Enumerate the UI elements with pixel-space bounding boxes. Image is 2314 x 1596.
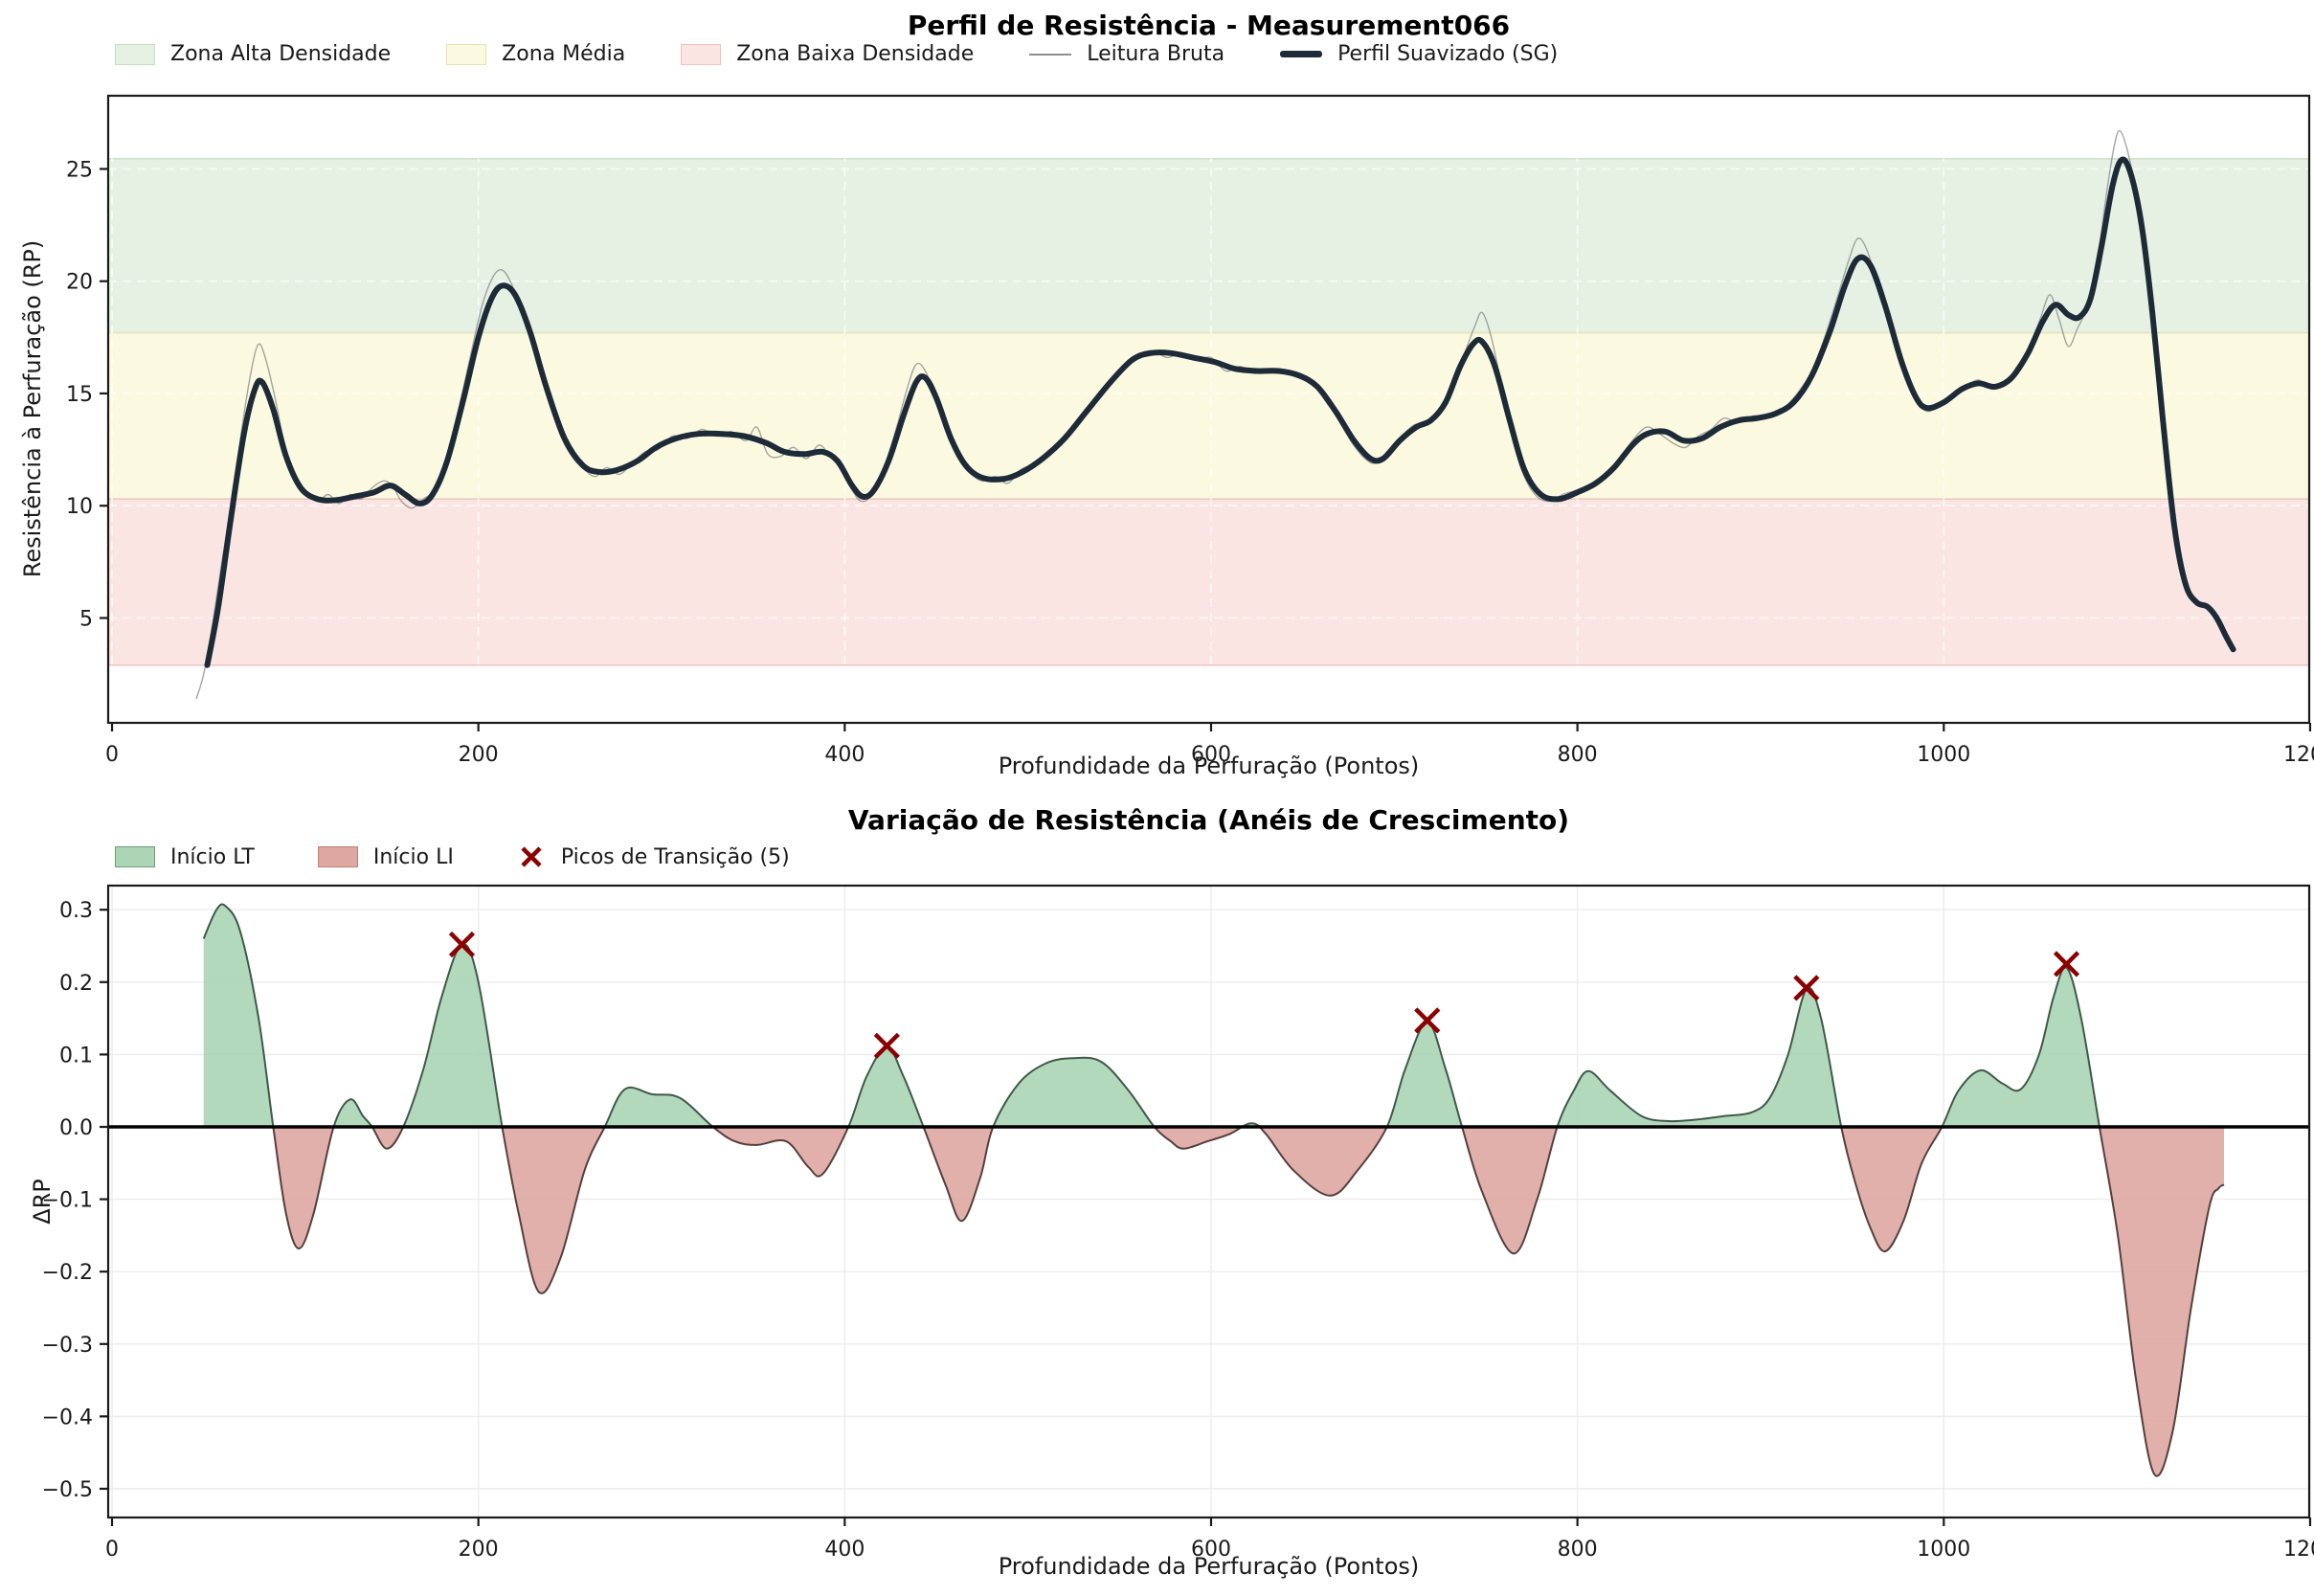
legend-item-inicio-lt: Início LT: [115, 845, 255, 869]
x-marker-icon: [517, 843, 546, 871]
svg-text:15: 15: [66, 383, 93, 407]
smoothed-series-line: [204, 156, 2236, 668]
legend-item-zona-baixa: Zona Baixa Densidade: [681, 42, 974, 66]
raw-line-swatch-icon: [1029, 53, 1072, 56]
zone-band-0: [108, 158, 2309, 333]
svg-text:25: 25: [66, 158, 93, 182]
legend-label: Leitura Bruta: [1087, 42, 1225, 66]
svg-text:0.2: 0.2: [59, 972, 93, 996]
svg-text:0.3: 0.3: [59, 899, 93, 923]
li-fill-swatch-icon: [317, 846, 358, 867]
zone-yellow-swatch-icon: [446, 43, 487, 65]
zone-band-2: [108, 499, 2309, 665]
lt-fill-swatch-icon: [115, 846, 155, 867]
svg-text:800: 800: [1558, 743, 1598, 767]
legend-item-perfil-suavizado: Perfil Suavizado (SG): [1280, 42, 1558, 66]
legend-label: Início LI: [372, 844, 454, 869]
legend-label: Picos de Transição (5): [560, 844, 790, 869]
svg-text:600: 600: [1191, 743, 1231, 767]
svg-text:600: 600: [1191, 1538, 1231, 1562]
zone-red-swatch-icon: [681, 43, 722, 65]
transition-peak-markers: [448, 931, 2080, 1059]
chart1-legend: Zona Alta Densidade Zona Média Zona Baix…: [115, 42, 1558, 66]
chart2-title: Variação de Resistência (Anéis de Cresci…: [847, 804, 1570, 836]
legend-item-leitura-bruta: Leitura Bruta: [1029, 42, 1224, 66]
svg-text:0.0: 0.0: [59, 1116, 93, 1140]
svg-text:1200: 1200: [2283, 1538, 2314, 1562]
legend-item-picos: Picos de Transição (5): [517, 843, 790, 871]
legend-label: Início LT: [170, 844, 255, 869]
legend-label: Zona Média: [502, 42, 626, 66]
chart1-title: Perfil de Resistência - Measurement066: [907, 10, 1511, 41]
delta-area-positive: [203, 904, 2224, 1127]
legend-label: Zona Baixa Densidade: [736, 42, 975, 66]
chart1-plot-area: 0 200 400 600 800 1000 1200 5 10 15 20 25: [66, 94, 2314, 767]
chart2-plot-area: 0 200 400 600 800 1000 1200 0.3 0.2 0.1 0.0 −0.1 −0.…: [42, 884, 2314, 1562]
legend-item-zona-alta: Zona Alta Densidade: [115, 42, 391, 66]
svg-text:200: 200: [459, 743, 499, 767]
zone-green-swatch-icon: [115, 43, 155, 65]
legend-item-inicio-li: Início LI: [317, 844, 454, 869]
svg-text:1200: 1200: [2283, 743, 2314, 767]
svg-text:200: 200: [459, 1538, 499, 1562]
svg-text:−0.1: −0.1: [42, 1189, 93, 1213]
svg-text:0.1: 0.1: [59, 1044, 93, 1068]
svg-text:800: 800: [1558, 1538, 1598, 1562]
svg-text:1000: 1000: [1917, 743, 1970, 767]
chart1-ylabel: Resistência à Perfuração (RP): [19, 239, 46, 578]
svg-text:−0.5: −0.5: [42, 1478, 93, 1502]
delta-area-negative: [203, 1127, 2224, 1476]
chart2-ylabel: ΔRP: [29, 1179, 56, 1225]
chart1-xlabel: Profundidade da Perfuração (Pontos): [998, 753, 1420, 779]
svg-text:5: 5: [79, 607, 93, 631]
chart2-xlabel: Profundidade da Perfuração (Pontos): [998, 1553, 1420, 1580]
svg-text:1000: 1000: [1917, 1538, 1970, 1562]
legend-label: Perfil Suavizado (SG): [1337, 42, 1559, 66]
svg-text:−0.4: −0.4: [42, 1405, 93, 1429]
legend-item-zona-media: Zona Média: [446, 42, 625, 66]
svg-text:400: 400: [824, 1538, 865, 1562]
legend-label: Zona Alta Densidade: [170, 42, 392, 66]
svg-text:0: 0: [105, 743, 119, 767]
svg-text:10: 10: [66, 495, 93, 519]
svg-text:−0.3: −0.3: [42, 1334, 93, 1358]
chart2-legend: Início LT Início LI Picos de Transição (…: [115, 843, 790, 871]
svg-text:−0.2: −0.2: [42, 1261, 93, 1285]
svg-text:0: 0: [105, 1538, 119, 1562]
svg-text:20: 20: [66, 271, 93, 295]
svg-text:400: 400: [824, 743, 865, 767]
smoothed-line-swatch-icon: [1280, 51, 1323, 57]
